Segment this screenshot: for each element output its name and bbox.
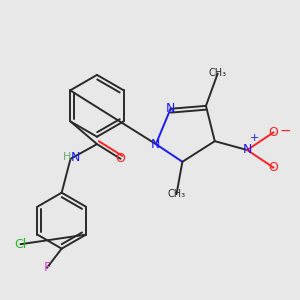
Text: CH₃: CH₃ [209, 68, 227, 78]
Text: N: N [151, 138, 160, 151]
Text: N: N [242, 143, 252, 157]
Text: H: H [63, 152, 71, 162]
Text: F: F [44, 261, 50, 274]
Text: +: + [250, 133, 259, 143]
Text: CH₃: CH₃ [167, 189, 186, 199]
Text: O: O [269, 126, 279, 139]
Text: N: N [71, 151, 80, 164]
Text: Cl: Cl [14, 238, 27, 251]
Text: O: O [269, 161, 279, 174]
Text: −: − [280, 124, 291, 138]
Text: N: N [166, 102, 175, 115]
Text: O: O [116, 152, 125, 165]
